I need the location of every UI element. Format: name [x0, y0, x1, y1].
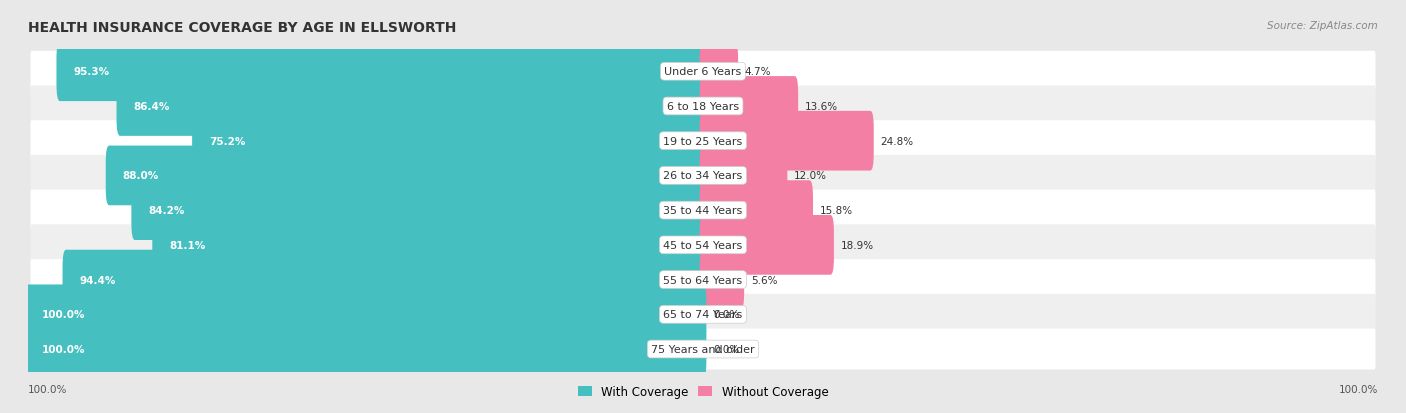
Text: 45 to 54 Years: 45 to 54 Years [664, 240, 742, 250]
FancyBboxPatch shape [31, 86, 1375, 127]
FancyBboxPatch shape [700, 216, 834, 275]
Text: 5.6%: 5.6% [751, 275, 778, 285]
Text: 0.0%: 0.0% [713, 344, 740, 354]
Text: 88.0%: 88.0% [122, 171, 159, 181]
Text: 19 to 25 Years: 19 to 25 Years [664, 136, 742, 146]
FancyBboxPatch shape [700, 146, 787, 206]
FancyBboxPatch shape [31, 52, 1375, 93]
Text: 0.0%: 0.0% [713, 310, 740, 320]
FancyBboxPatch shape [131, 181, 706, 240]
Text: 35 to 44 Years: 35 to 44 Years [664, 206, 742, 216]
Text: 4.7%: 4.7% [745, 67, 772, 77]
Text: HEALTH INSURANCE COVERAGE BY AGE IN ELLSWORTH: HEALTH INSURANCE COVERAGE BY AGE IN ELLS… [28, 21, 457, 35]
Text: 94.4%: 94.4% [79, 275, 115, 285]
Text: 6 to 18 Years: 6 to 18 Years [666, 102, 740, 112]
Text: 86.4%: 86.4% [134, 102, 170, 112]
Text: 81.1%: 81.1% [169, 240, 205, 250]
FancyBboxPatch shape [62, 250, 706, 310]
FancyBboxPatch shape [700, 250, 744, 310]
Text: 100.0%: 100.0% [1339, 384, 1378, 394]
FancyBboxPatch shape [56, 42, 706, 102]
FancyBboxPatch shape [105, 146, 706, 206]
FancyBboxPatch shape [700, 77, 799, 137]
Text: 100.0%: 100.0% [42, 310, 86, 320]
FancyBboxPatch shape [25, 319, 706, 379]
Text: 75 Years and older: 75 Years and older [651, 344, 755, 354]
Text: 65 to 74 Years: 65 to 74 Years [664, 310, 742, 320]
FancyBboxPatch shape [31, 190, 1375, 231]
Text: 95.3%: 95.3% [73, 67, 110, 77]
Text: 13.6%: 13.6% [804, 102, 838, 112]
FancyBboxPatch shape [31, 259, 1375, 300]
Text: 75.2%: 75.2% [209, 136, 246, 146]
FancyBboxPatch shape [31, 329, 1375, 370]
Text: 18.9%: 18.9% [841, 240, 873, 250]
Text: Source: ZipAtlas.com: Source: ZipAtlas.com [1267, 21, 1378, 31]
FancyBboxPatch shape [193, 112, 706, 171]
Text: 100.0%: 100.0% [42, 344, 86, 354]
Text: Under 6 Years: Under 6 Years [665, 67, 741, 77]
FancyBboxPatch shape [700, 42, 738, 102]
Text: 26 to 34 Years: 26 to 34 Years [664, 171, 742, 181]
FancyBboxPatch shape [31, 121, 1375, 162]
Text: 100.0%: 100.0% [28, 384, 67, 394]
FancyBboxPatch shape [31, 225, 1375, 266]
Text: 24.8%: 24.8% [880, 136, 914, 146]
FancyBboxPatch shape [31, 156, 1375, 197]
FancyBboxPatch shape [117, 77, 706, 137]
Text: 84.2%: 84.2% [148, 206, 184, 216]
FancyBboxPatch shape [31, 294, 1375, 335]
Text: 15.8%: 15.8% [820, 206, 853, 216]
Text: 12.0%: 12.0% [794, 171, 827, 181]
FancyBboxPatch shape [700, 181, 813, 240]
Legend: With Coverage, Without Coverage: With Coverage, Without Coverage [572, 381, 834, 403]
FancyBboxPatch shape [25, 285, 706, 344]
Text: 55 to 64 Years: 55 to 64 Years [664, 275, 742, 285]
FancyBboxPatch shape [152, 216, 706, 275]
FancyBboxPatch shape [700, 112, 873, 171]
